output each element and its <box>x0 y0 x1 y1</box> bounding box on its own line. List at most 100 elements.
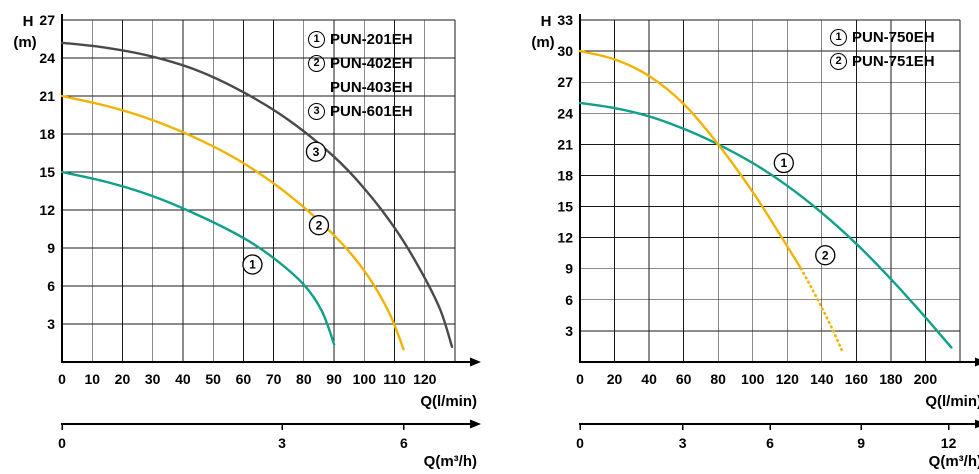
x-tick-label: 70 <box>266 371 282 387</box>
svg-text:2: 2 <box>822 248 829 262</box>
x-tick-label: 0 <box>58 371 66 387</box>
axis-arrow-icon <box>975 357 979 367</box>
y-axis-title-h: H <box>541 13 552 30</box>
chart-left-pun-201-601: 1 2 3 3 6 9 12 15 18 21 24 27 0 10 20 30 40 50 60 70 80 90 100… <box>13 12 481 470</box>
y-tick-label: 12 <box>39 202 55 218</box>
y-tick-label: 24 <box>39 50 55 66</box>
y-axis-title-m: (m) <box>531 34 554 51</box>
curve-pun-402eh-pun-403eh <box>60 94 405 351</box>
circled-number-icon: 1 <box>308 31 325 48</box>
x-tick-label: 40 <box>641 371 657 387</box>
circled-number-icon: 2 <box>308 55 325 72</box>
legend-label: PUN-751EH <box>852 53 935 70</box>
y-tick-label: 27 <box>557 74 573 90</box>
y-tick-label: 6 <box>47 278 55 294</box>
x2-tick-label: 3 <box>679 435 687 451</box>
axis-titles: H (m) Q(l/min) Q(m³/h) <box>13 13 477 470</box>
x2-tick-label: 12 <box>941 435 957 451</box>
x-tick-label: 80 <box>710 371 726 387</box>
x2-tick-label: 6 <box>766 435 774 451</box>
y-tick-label: 33 <box>557 12 573 28</box>
legend-item: 1 PUN-201EH <box>308 30 413 49</box>
axes <box>61 14 471 425</box>
y-tick-label: 3 <box>565 323 573 339</box>
svg-text:3: 3 <box>313 145 320 159</box>
x-tick-label: 10 <box>84 371 100 387</box>
x-tick-label: 90 <box>326 371 342 387</box>
grid-lines <box>580 19 961 362</box>
axis-titles: H (m) Q(l/min) Q(m³/h) <box>531 13 979 470</box>
y-tick-label: 6 <box>565 292 573 308</box>
legend-label: PUN-201EH <box>330 31 413 48</box>
curve-pun-751eh <box>578 49 803 270</box>
x-tick-label: 110 <box>383 371 406 387</box>
x2-tick-label: 6 <box>400 435 408 451</box>
y-axis-title-m: (m) <box>13 34 36 51</box>
curve-number-badge: 2 <box>815 245 836 266</box>
x-tick-label: 100 <box>353 371 377 387</box>
curve-pun-750eh <box>578 101 953 349</box>
legend-label: PUN-402EH <box>330 55 413 72</box>
x2-tick-label: 0 <box>58 435 66 451</box>
axis-arrow-icon <box>470 419 481 429</box>
x-tick-label: 140 <box>810 371 834 387</box>
legend: 1 PUN-750EH 2 PUN-751EH <box>830 28 935 71</box>
y-tick-label: 21 <box>39 88 55 104</box>
y-axis-title-h: H <box>23 13 34 30</box>
x-tick-label: 20 <box>607 371 623 387</box>
x-tick-label: 30 <box>145 371 161 387</box>
curve-number-badge: 2 <box>308 215 330 236</box>
x-axis-title-m3h: Q(m³/h) <box>424 453 477 470</box>
legend-item: 3 PUN-601EH <box>308 102 413 121</box>
y-tick-label: 9 <box>565 261 573 277</box>
curve-dotted-tail <box>799 267 844 353</box>
x2-tick-label: 9 <box>857 435 865 451</box>
curve-number-badge: 1 <box>242 254 263 275</box>
curve-number-badge: 3 <box>305 141 327 162</box>
y-tick-label: 24 <box>557 105 573 121</box>
x-tick-label: 100 <box>741 371 765 387</box>
x-tick-label: 200 <box>914 371 938 387</box>
x-tick-label: 120 <box>413 371 437 387</box>
curve-number-badge: 1 <box>773 152 794 174</box>
x-axis-title-lmin: Q(l/min) <box>925 393 979 410</box>
legend-item: 0PUN-403EH <box>308 78 413 97</box>
y-tick-label: 9 <box>47 240 55 256</box>
legend-label: PUN-403EH <box>330 79 413 96</box>
x-axis-title-lmin: Q(l/min) <box>420 393 477 410</box>
y-tick-label: 15 <box>39 164 55 180</box>
y-tick-label: 21 <box>557 136 573 152</box>
y-tick-label: 30 <box>557 43 573 59</box>
y-tick-label: 18 <box>39 126 55 142</box>
legend-item: 2 PUN-402EH <box>308 54 413 73</box>
curve-pun-601eh <box>60 41 454 348</box>
x-tick-label: 180 <box>879 371 903 387</box>
legend-item: 2 PUN-751EH <box>830 52 935 71</box>
svg-text:2: 2 <box>316 218 323 232</box>
grid-lines <box>62 19 456 362</box>
x-tick-label: 120 <box>776 371 800 387</box>
legend-item: 1 PUN-750EH <box>830 28 935 47</box>
x-tick-label: 160 <box>845 371 869 387</box>
svg-text:1: 1 <box>249 258 256 272</box>
x-tick-label: 50 <box>205 371 221 387</box>
circled-number-icon: 3 <box>308 103 325 120</box>
axis-arrow-icon <box>470 357 481 367</box>
axis-arrow-icon <box>975 419 979 429</box>
x2-tick-label: 0 <box>576 435 584 451</box>
y-tick-label: 3 <box>47 316 55 332</box>
y-tick-label: 27 <box>39 12 55 28</box>
x-tick-label: 20 <box>115 371 131 387</box>
axes <box>579 14 976 425</box>
x-tick-label: 40 <box>175 371 191 387</box>
legend-label: PUN-750EH <box>852 29 935 46</box>
chart-right-pun-750-751: 1 2 3 6 9 12 15 18 21 24 27 30 33 0 20 40 60 80 100 120 140 1… <box>500 0 979 474</box>
y-tick-label: 18 <box>557 167 573 183</box>
legend: 1 PUN-201EH 2 PUN-402EH 0PUN-403EH 3 PUN-601EH <box>308 30 413 121</box>
x-tick-label: 60 <box>676 371 692 387</box>
